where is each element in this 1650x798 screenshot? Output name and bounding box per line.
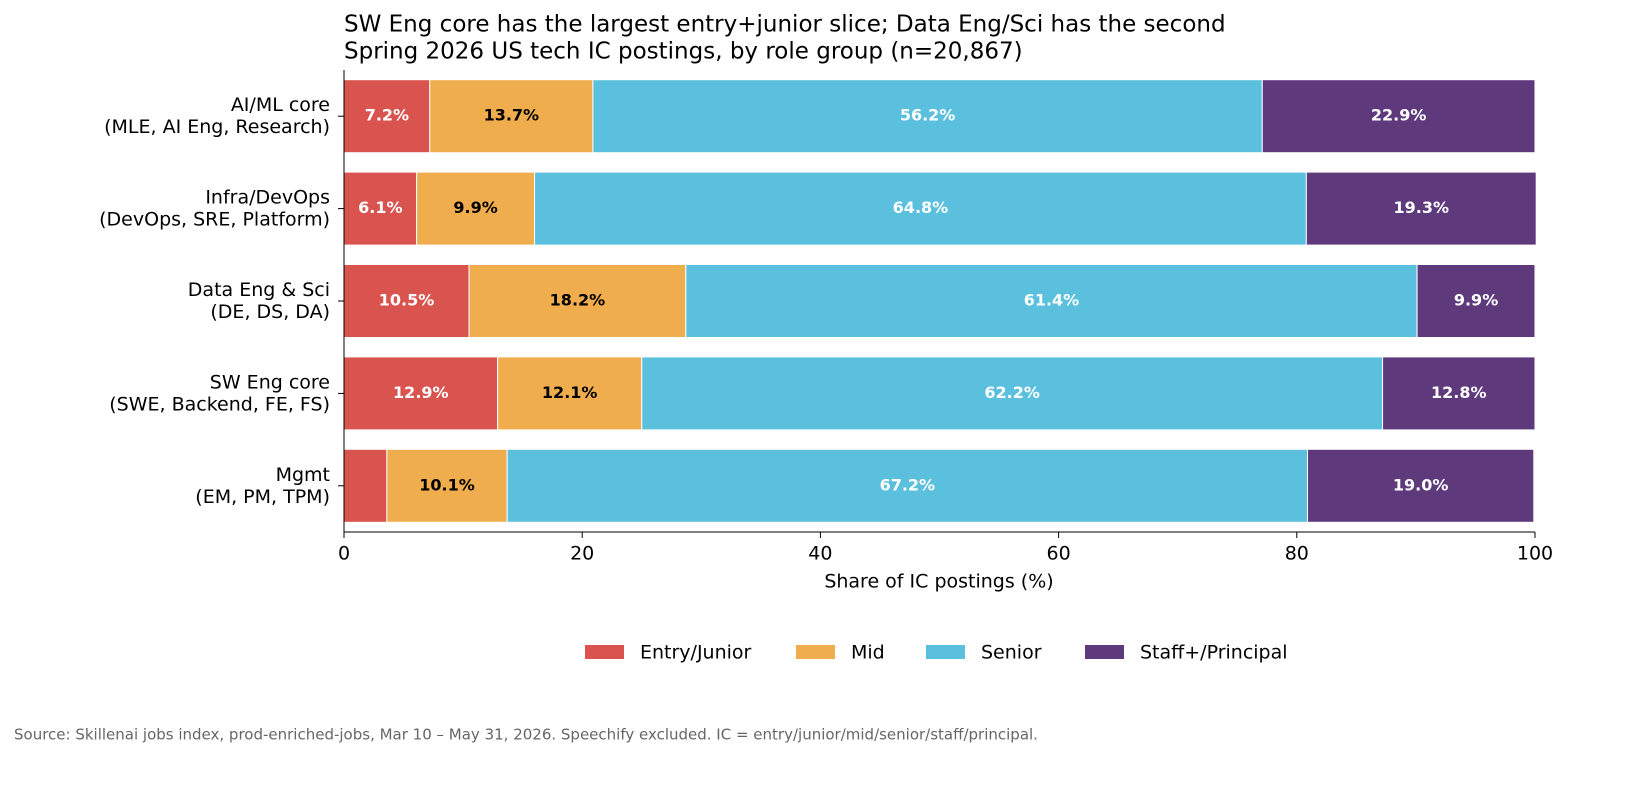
legend-swatch — [1085, 645, 1124, 659]
legend-swatch — [926, 645, 965, 659]
chart-subtitle: Spring 2026 US tech IC postings, by role… — [344, 39, 1023, 65]
legend-swatch — [796, 645, 835, 659]
bar-segment — [685, 264, 1418, 338]
data-label: 12.1% — [542, 383, 598, 402]
data-label: 12.9% — [393, 383, 449, 402]
source-note: Source: Skillenai jobs index, prod-enric… — [14, 726, 1038, 744]
data-label: 10.5% — [379, 291, 435, 310]
bar-segment — [497, 356, 643, 431]
x-tick-label: 40 — [808, 543, 832, 565]
bar-segment — [641, 356, 1384, 431]
bar-segment — [1416, 264, 1536, 338]
legend-label: Senior — [981, 642, 1042, 664]
data-label: 19.0% — [1393, 475, 1449, 494]
bar-segment — [343, 448, 388, 523]
bar-segment — [1305, 171, 1537, 246]
bar-segment — [506, 448, 1309, 523]
data-label: 62.2% — [984, 383, 1040, 402]
chart-title: SW Eng core has the largest entry+junior… — [344, 12, 1226, 38]
x-tick-label: 100 — [1517, 543, 1553, 565]
data-label: 6.1% — [358, 198, 402, 217]
data-label: 56.2% — [900, 106, 956, 125]
bar-segment — [1261, 79, 1536, 154]
legend-label: Entry/Junior — [640, 642, 752, 664]
x-tick-label: 20 — [570, 543, 594, 565]
x-tick-label: 80 — [1285, 543, 1309, 565]
data-label: 10.1% — [419, 475, 475, 494]
bar-segment — [386, 448, 508, 523]
x-tick-label: 60 — [1047, 543, 1071, 565]
data-label: 22.9% — [1371, 106, 1427, 125]
data-label: 64.8% — [893, 198, 949, 217]
y-tick-label: AI/ML core (MLE, AI Eng, Research) — [104, 94, 330, 138]
bar-segment — [429, 79, 594, 154]
bar-segment — [343, 356, 499, 431]
x-axis-label: Share of IC postings (%) — [824, 571, 1053, 593]
y-tick-label: Mgmt (EM, PM, TPM) — [195, 463, 330, 507]
data-label: 19.3% — [1394, 198, 1450, 217]
bar-segment — [1382, 356, 1536, 431]
data-label: 9.9% — [453, 198, 497, 217]
bar-segment — [416, 171, 536, 246]
legend-label: Staff+/Principal — [1140, 642, 1288, 664]
bar-segment — [1307, 448, 1535, 523]
x-tick-label: 0 — [338, 543, 350, 565]
data-label: 13.7% — [484, 106, 540, 125]
bar-segment — [534, 171, 1307, 246]
y-tick-label: Infra/DevOps (DevOps, SRE, Platform) — [99, 186, 330, 230]
bar-segment — [468, 264, 687, 338]
data-label: 18.2% — [550, 291, 606, 310]
y-tick-label: Data Eng & Sci (DE, DS, DA) — [188, 279, 330, 323]
legend-swatch — [585, 645, 624, 659]
data-label: 61.4% — [1024, 291, 1080, 310]
data-label: 12.8% — [1431, 383, 1487, 402]
y-tick-label: SW Eng core (SWE, Backend, FE, FS) — [109, 371, 330, 415]
data-label: 9.9% — [1454, 291, 1498, 310]
data-label: 67.2% — [880, 475, 936, 494]
data-label: 7.2% — [365, 106, 409, 125]
bar-segment — [592, 79, 1263, 154]
legend-label: Mid — [851, 642, 885, 664]
